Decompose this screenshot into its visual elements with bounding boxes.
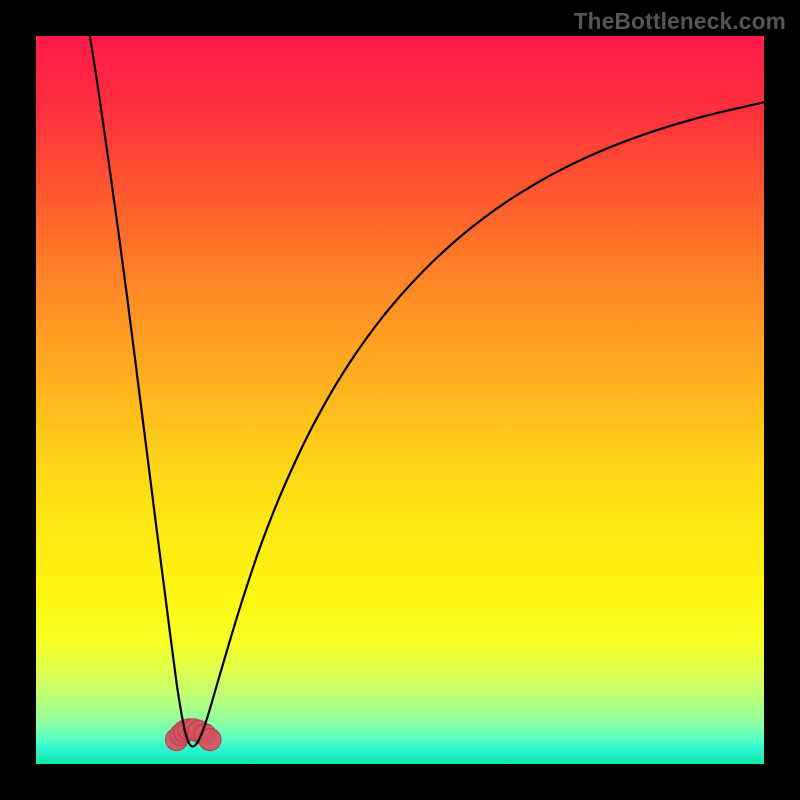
bottleneck-curve [90,36,764,747]
curve-overlay [0,0,800,800]
watermark-text: TheBottleneck.com [574,8,786,35]
